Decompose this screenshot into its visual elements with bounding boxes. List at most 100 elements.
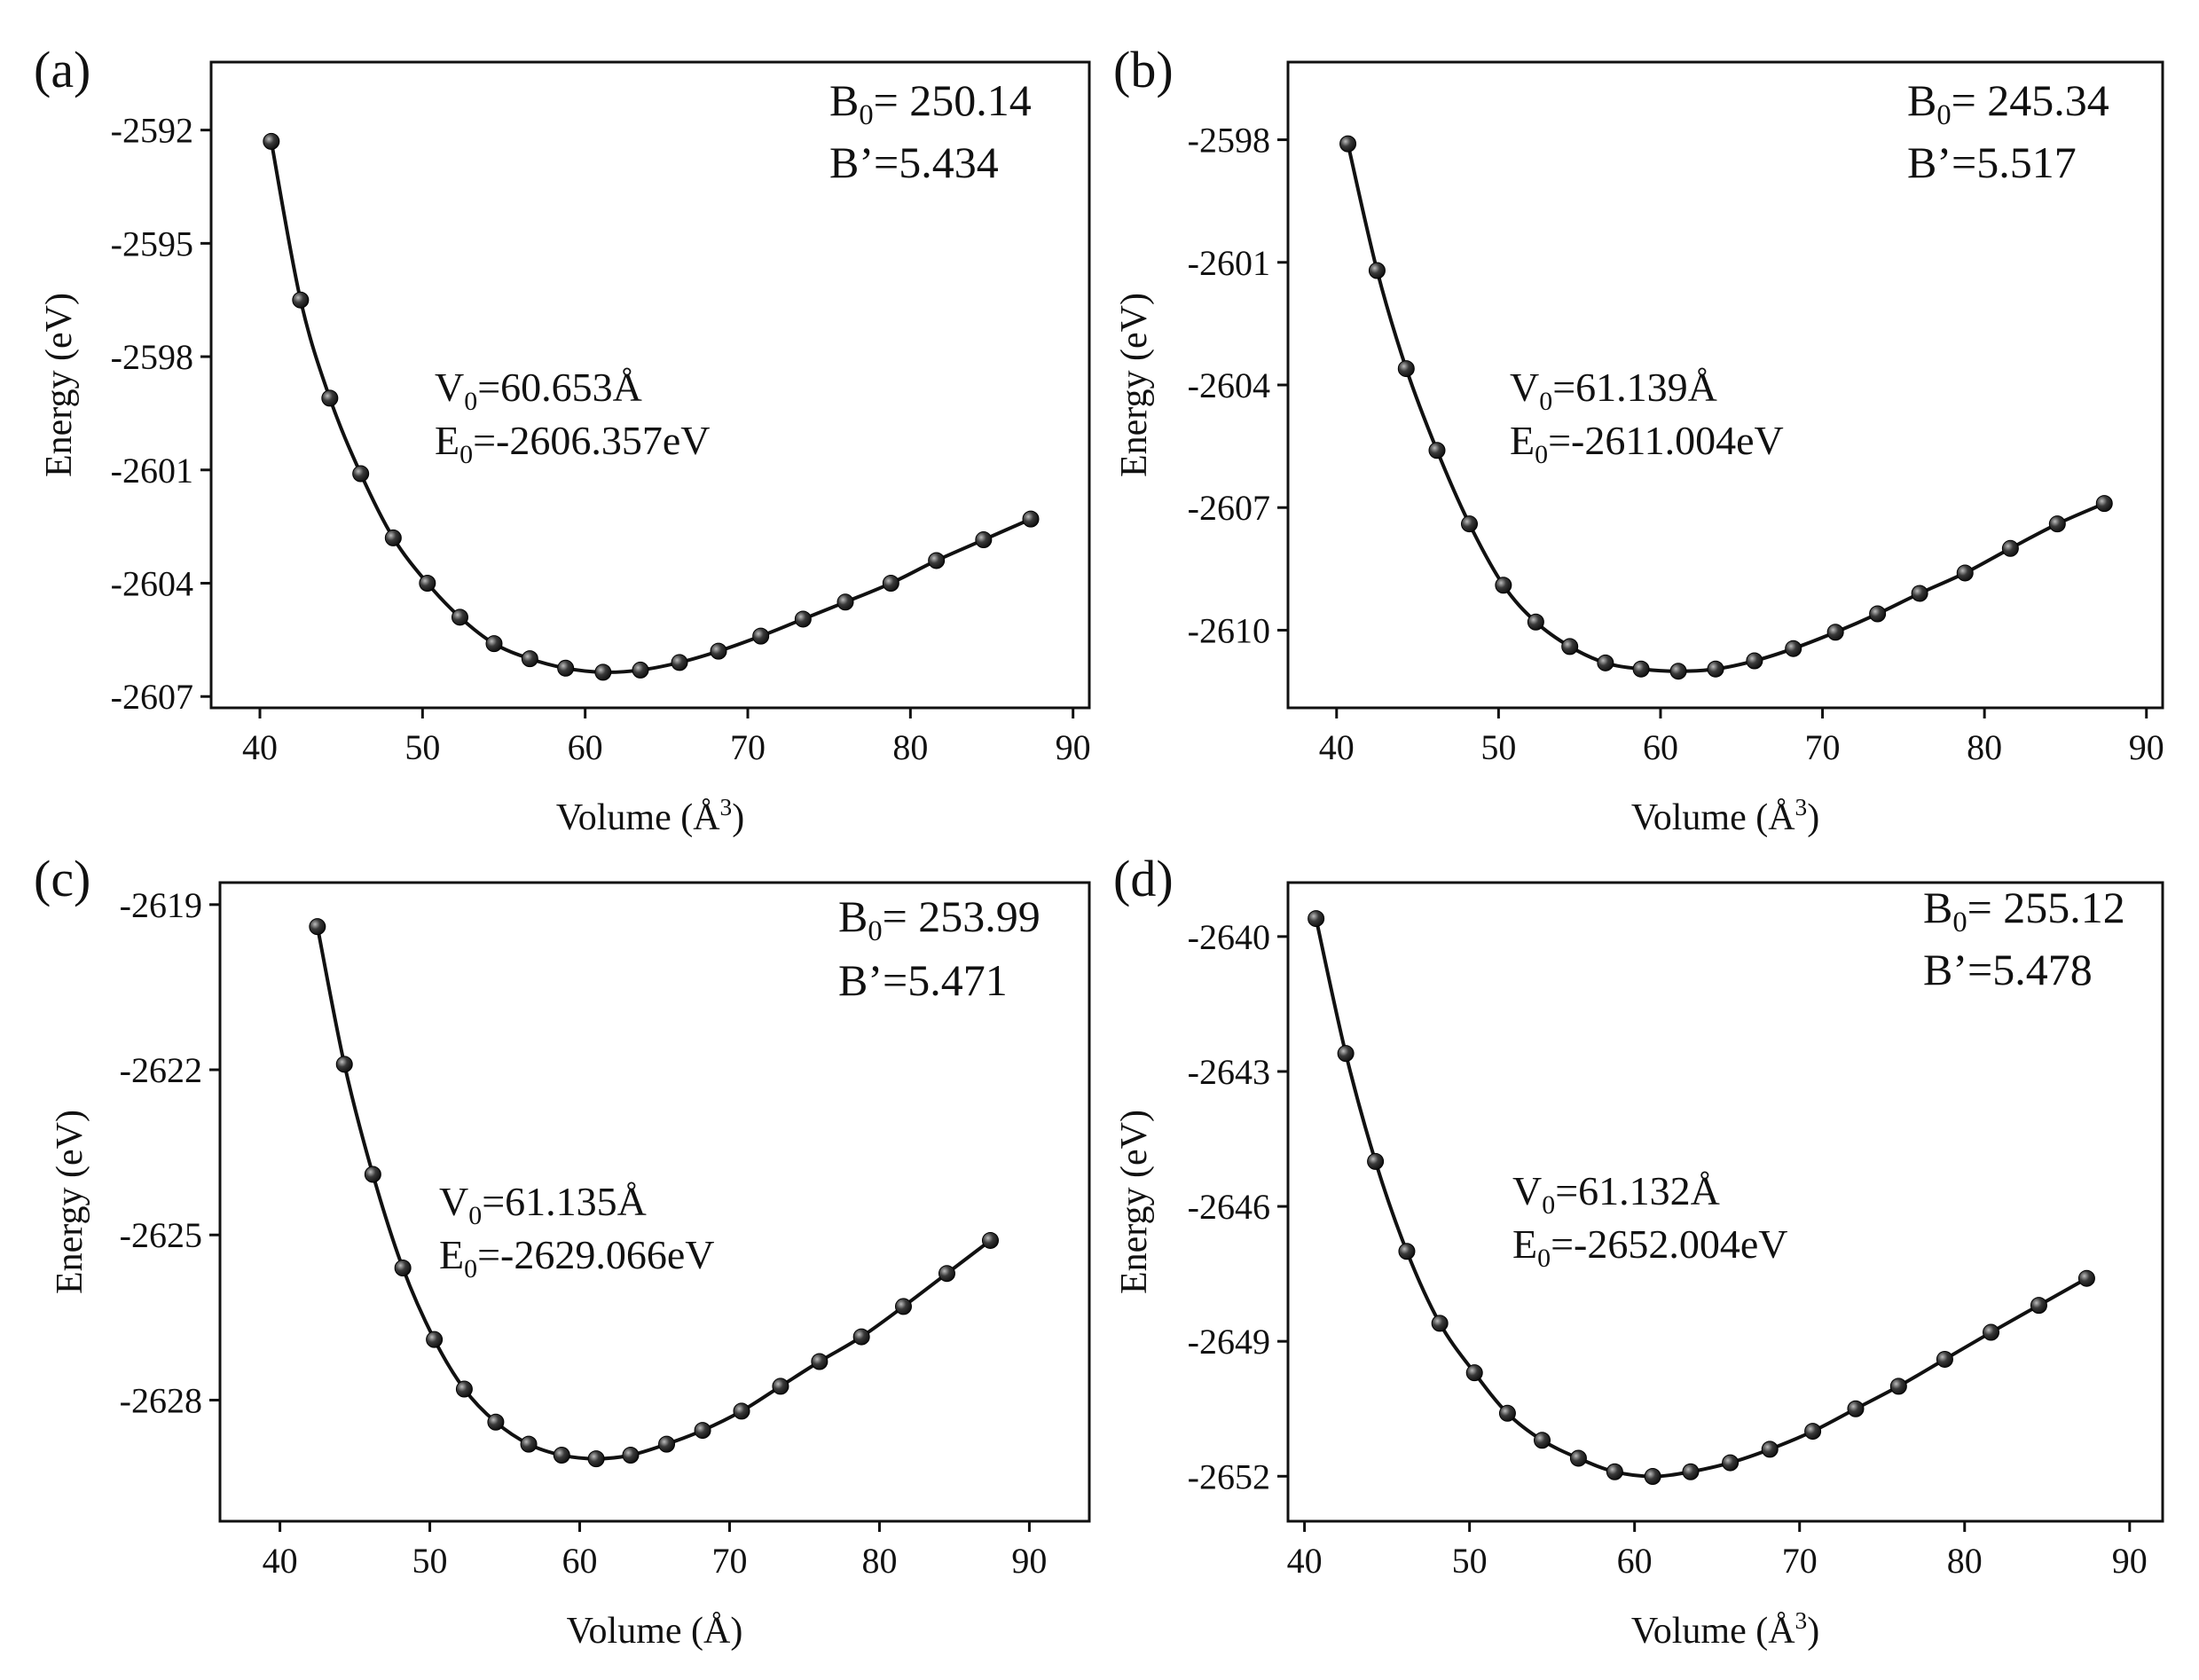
panel-label: (b) xyxy=(1113,41,1174,98)
data-point xyxy=(1869,605,1887,623)
y-axis-label: Energy (eV) xyxy=(50,1110,90,1294)
x-tick-label: 60 xyxy=(1643,727,1678,767)
y-tick-label: -2601 xyxy=(1188,243,1270,283)
y-tick-label: -2610 xyxy=(1188,610,1270,650)
x-axis-label: Volume (Å) xyxy=(567,1611,743,1652)
y-tick-label: -2643 xyxy=(1188,1052,1270,1092)
data-point xyxy=(733,1402,750,1420)
data-point xyxy=(894,1298,912,1315)
y-tick-label: -2640 xyxy=(1188,917,1270,957)
equilibrium-volume-label: V0=61.139Å xyxy=(1510,365,1717,416)
data-point xyxy=(981,1231,999,1249)
bulk-modulus-label: B0= 245.34 xyxy=(1907,75,2109,131)
x-tick-label: 60 xyxy=(562,1541,598,1581)
data-point xyxy=(521,650,538,668)
data-point xyxy=(794,610,812,628)
bulk-modulus-derivative-label: B’=5.478 xyxy=(1923,945,2093,994)
bulk-modulus-label: B0= 255.12 xyxy=(1923,883,2125,938)
x-tick-label: 60 xyxy=(568,727,603,767)
data-point xyxy=(1339,135,1357,153)
x-tick-label: 80 xyxy=(861,1541,897,1581)
panel-label: (d) xyxy=(1113,850,1174,907)
data-point xyxy=(487,1413,505,1431)
data-point xyxy=(1308,910,1325,928)
data-point xyxy=(1682,1463,1700,1480)
y-axis-label: Energy (eV) xyxy=(39,293,80,477)
bulk-modulus-label: B0= 250.14 xyxy=(829,75,1032,131)
data-point xyxy=(1785,640,1802,657)
panel-d: 40 50 60 70 80 90 -2640 -2643 -2646 -2649 -2652 Vol… xyxy=(1113,850,2164,1652)
fit-curve xyxy=(269,141,1032,674)
data-point xyxy=(1428,442,1446,459)
data-point xyxy=(975,531,993,549)
panel-label: (c) xyxy=(34,850,90,907)
data-point xyxy=(553,1447,570,1464)
x-axis-label: Volume (Å3) xyxy=(1631,1607,1819,1652)
data-point xyxy=(1826,624,1844,641)
x-tick-label: 70 xyxy=(711,1541,747,1581)
x-tick-label: 50 xyxy=(1480,727,1516,767)
bulk-modulus-derivative-label: B’=5.517 xyxy=(1907,137,2077,187)
data-point xyxy=(1761,1441,1779,1458)
y-tick-label: -2628 xyxy=(120,1380,202,1420)
panel-c: 40 50 60 70 80 90 -2619 -2622 -2625 -2628 Volume (… xyxy=(34,850,1091,1652)
y-axis-label: Energy (eV) xyxy=(1114,293,1155,477)
equilibrium-energy-label: E0=-2606.357eV xyxy=(435,418,710,469)
y-tick-label: -2607 xyxy=(1188,488,1270,528)
data-point xyxy=(1707,660,1724,678)
data-point xyxy=(2048,515,2066,533)
data-point xyxy=(1397,360,1415,378)
data-point xyxy=(632,661,649,679)
data-point xyxy=(1597,654,1614,671)
data-point xyxy=(928,552,946,569)
bulk-modulus-derivative-label: B’=5.434 xyxy=(829,137,999,187)
x-tick-label: 90 xyxy=(2129,727,2164,767)
data-point xyxy=(1398,1243,1416,1260)
data-point xyxy=(352,465,370,483)
data-point xyxy=(419,575,436,593)
data-point xyxy=(1936,1350,1953,1368)
fit-curve xyxy=(315,926,992,1461)
data-point xyxy=(1632,660,1650,678)
data-point xyxy=(2030,1297,2047,1315)
plot-frame xyxy=(218,881,1091,1523)
y-tick-label: -2646 xyxy=(1188,1187,1270,1227)
panel-label: (a) xyxy=(34,41,90,98)
data-point xyxy=(309,918,326,936)
data-point xyxy=(1367,1152,1385,1170)
data-point xyxy=(1606,1463,1623,1480)
x-tick-label: 90 xyxy=(2112,1541,2148,1581)
equilibrium-volume-label: V0=61.132Å xyxy=(1512,1168,1720,1220)
data-point xyxy=(852,1328,870,1346)
data-point xyxy=(485,635,503,653)
x-tick-label: 60 xyxy=(1617,1541,1653,1581)
x-tick-label: 70 xyxy=(730,727,766,767)
data-point xyxy=(836,593,854,611)
x-tick-label: 40 xyxy=(263,1541,298,1581)
x-tick-label: 50 xyxy=(404,727,440,767)
data-point xyxy=(811,1353,829,1370)
data-point xyxy=(1956,564,1974,582)
data-point xyxy=(292,291,310,309)
equilibrium-volume-label: V0=61.135Å xyxy=(439,1179,647,1230)
equilibrium-volume-label: V0=60.653Å xyxy=(435,365,642,416)
data-point xyxy=(882,575,899,593)
data-point xyxy=(1804,1423,1822,1441)
data-point xyxy=(1847,1400,1865,1417)
data-point xyxy=(1889,1378,1907,1395)
y-tick-label: -2598 xyxy=(111,337,193,377)
data-point xyxy=(1498,1404,1516,1422)
y-tick-label: -2592 xyxy=(111,111,193,151)
data-point xyxy=(1527,613,1544,631)
panel-a: 40 50 60 70 80 90 -2592 -2595 -2598 -2601 -2604 -26… xyxy=(34,41,1091,838)
bulk-modulus-label: B0= 253.99 xyxy=(838,891,1041,947)
data-point xyxy=(1368,262,1386,279)
data-point xyxy=(394,1259,412,1276)
data-point xyxy=(1983,1323,2000,1341)
data-point xyxy=(557,659,575,677)
x-tick-label: 70 xyxy=(1782,1541,1818,1581)
x-tick-label: 80 xyxy=(1967,727,2002,767)
data-point xyxy=(1533,1432,1551,1449)
x-axis-label: Volume (Å3) xyxy=(1631,794,1819,838)
